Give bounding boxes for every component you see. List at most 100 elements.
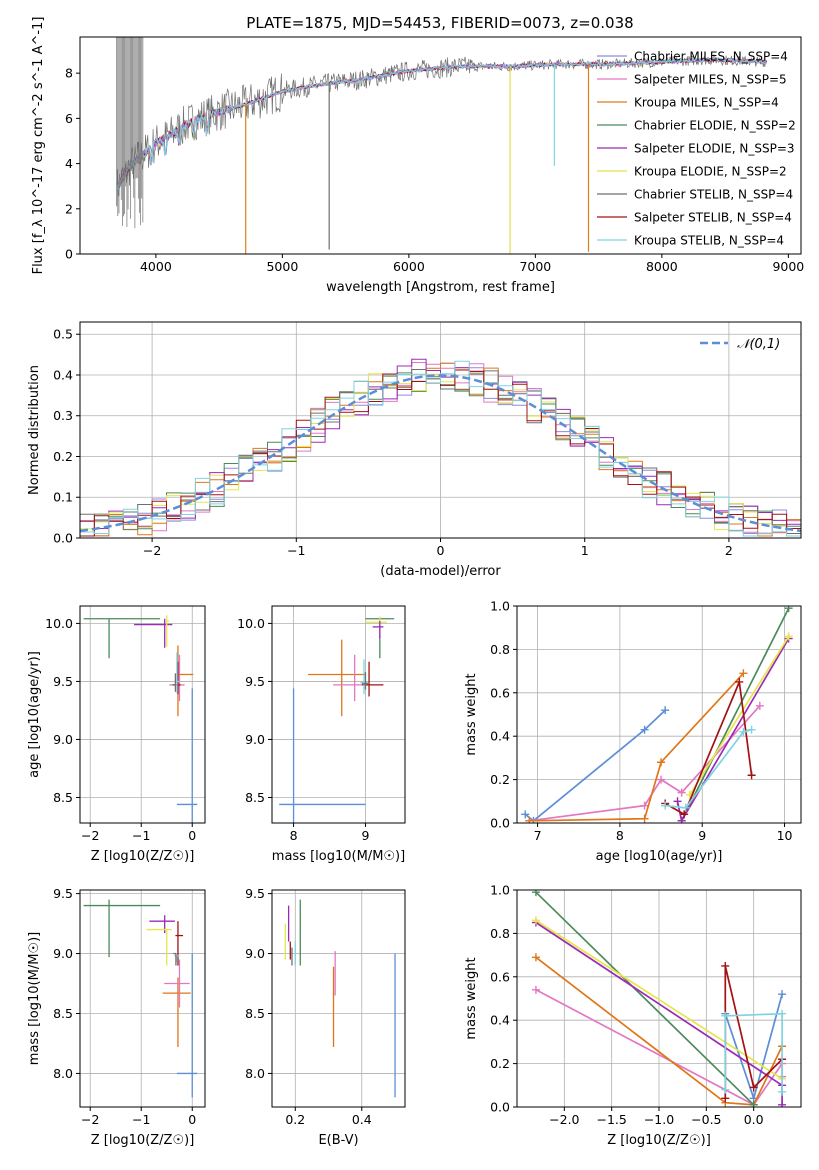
panels: Chabrier MILES, N_SSP=4 Salpeter MILES, N… bbox=[27, 17, 804, 1148]
y-axis-label: mass [log10(M/M☉)] bbox=[27, 932, 42, 1065]
series-marker bbox=[640, 725, 649, 734]
y-tick-label: 9.5 bbox=[245, 674, 265, 689]
y-tick-label: 9.0 bbox=[245, 946, 265, 961]
axes-frame bbox=[79, 889, 206, 1108]
series-marker bbox=[640, 814, 649, 823]
x-tick-label: 4000 bbox=[140, 259, 172, 274]
legend-label: Kroupa STELIB, N_SSP=4 bbox=[634, 234, 784, 248]
x-axis-label: (data-model)/error bbox=[380, 564, 501, 579]
x-tick-label: 10 bbox=[777, 828, 793, 843]
series-marker bbox=[521, 810, 530, 819]
x-tick-label: −2 bbox=[143, 543, 161, 558]
x-axis-label: wavelength [Angstrom, rest frame] bbox=[326, 280, 555, 295]
y-tick-label: 0.0 bbox=[53, 531, 73, 546]
x-tick-label: 1 bbox=[581, 543, 589, 558]
series-marker bbox=[531, 916, 540, 925]
x-tick-label: 8000 bbox=[646, 259, 678, 274]
y-tick-label: 0.4 bbox=[490, 1013, 510, 1028]
x-axis-label: E(B-V) bbox=[318, 1133, 358, 1148]
y-tick-label: 8.5 bbox=[53, 1006, 73, 1021]
x-tick-label: 7 bbox=[534, 828, 542, 843]
x-tick-label: 2 bbox=[725, 543, 733, 558]
axes-frame bbox=[271, 889, 406, 1108]
legend-label: Kroupa MILES, N_SSP=4 bbox=[634, 96, 779, 110]
x-tick-label: 7000 bbox=[519, 259, 551, 274]
series-marker bbox=[531, 953, 540, 962]
series-marker bbox=[661, 706, 670, 715]
x-axis-label: age [log10(age/yr)] bbox=[596, 849, 723, 864]
y-tick-label: 8.5 bbox=[245, 1006, 265, 1021]
x-tick-label: −1 bbox=[132, 1112, 150, 1127]
x-tick-label: 6000 bbox=[393, 259, 425, 274]
series-marker bbox=[784, 606, 793, 613]
legend-label: Chabrier ELODIE, N_SSP=2 bbox=[634, 119, 796, 133]
legend-label: Kroupa ELODIE, N_SSP=2 bbox=[634, 165, 787, 179]
series-marker bbox=[640, 801, 649, 810]
series-marker bbox=[677, 816, 686, 823]
x-tick-label: −1.5 bbox=[596, 1112, 626, 1127]
x-tick-label: −0.5 bbox=[691, 1112, 721, 1127]
y-tick-label: 0.3 bbox=[53, 408, 73, 423]
y-tick-label: 0.2 bbox=[490, 772, 510, 787]
plot-area bbox=[83, 615, 198, 823]
series-marker bbox=[680, 810, 689, 819]
y-tick-label: 9.5 bbox=[53, 674, 73, 689]
y-tick-label: 0.8 bbox=[490, 926, 510, 941]
y-tick-label: 8.5 bbox=[53, 790, 73, 805]
y-tick-label: 0.1 bbox=[53, 490, 73, 505]
panel-mass_vs_Z: −2 −1 0 8.0 8.5 9.0 9.5 Z [log10(Z/Z☉)] mass [lo… bbox=[27, 886, 206, 1148]
x-tick-label: −1.0 bbox=[644, 1112, 674, 1127]
series-marker bbox=[747, 771, 756, 780]
axes-frame bbox=[516, 605, 802, 824]
series-line bbox=[535, 891, 755, 1106]
spectrum-line bbox=[116, 56, 767, 191]
series-marker bbox=[721, 1085, 730, 1094]
plot-area bbox=[116, 37, 768, 254]
x-axis-label: Z [log10(Z/Z☉)] bbox=[91, 849, 195, 864]
series-marker bbox=[531, 890, 540, 897]
series-marker bbox=[673, 797, 682, 806]
series-marker bbox=[749, 1100, 758, 1107]
x-tick-label: −1 bbox=[132, 828, 150, 843]
series-marker bbox=[778, 1087, 787, 1096]
series-marker bbox=[784, 632, 793, 641]
plot-area bbox=[531, 890, 787, 1107]
y-tick-label: 0.0 bbox=[490, 816, 510, 831]
y-tick-label: 2 bbox=[65, 201, 73, 216]
series-marker bbox=[778, 990, 787, 999]
series-marker bbox=[721, 961, 730, 970]
y-axis-label: age [log10(age/yr)] bbox=[27, 651, 42, 778]
y-tick-label: 0.5 bbox=[53, 327, 73, 342]
plot-area bbox=[521, 606, 793, 823]
y-tick-label: 6 bbox=[65, 111, 73, 126]
plot-area bbox=[83, 899, 198, 1098]
series-line bbox=[689, 635, 790, 796]
series-marker bbox=[739, 669, 748, 678]
series-marker bbox=[657, 775, 666, 784]
x-tick-label: 0.4 bbox=[352, 1112, 372, 1127]
y-axis-label: Flux [f_λ 10^-17 erg cm^-2 s^-1 A^-1] bbox=[31, 17, 46, 275]
plot-area bbox=[284, 899, 396, 1098]
y-tick-label: 8 bbox=[65, 66, 73, 81]
series-line bbox=[680, 607, 790, 822]
series-line bbox=[529, 672, 745, 822]
panel-residual_hist: 𝒩(0,1) −2 −1 0 1 2 0.0 0.1 0.2 0.3 0.4 0.5 (data-mod… bbox=[27, 321, 802, 579]
y-tick-label: 1.0 bbox=[490, 599, 510, 614]
series-marker bbox=[747, 725, 756, 734]
legend-label: 𝒩(0,1) bbox=[737, 337, 780, 352]
plot-area bbox=[80, 358, 801, 537]
histogram-step bbox=[80, 360, 801, 537]
legend-label: Salpeter MILES, N_SSP=5 bbox=[634, 73, 787, 87]
series-marker bbox=[677, 788, 686, 797]
panel-age_vs_Z: −2 −1 0 8.5 9.0 9.5 10.0 Z [log10(Z/Z☉)] age [lo… bbox=[27, 605, 206, 864]
x-axis-label: Z [log10(Z/Z☉)] bbox=[91, 1133, 195, 1148]
x-axis-label: mass [log10(M/M☉)] bbox=[272, 849, 405, 864]
histogram-step bbox=[80, 369, 801, 537]
series-marker bbox=[735, 677, 744, 686]
y-axis-label: mass weight bbox=[464, 673, 479, 755]
x-tick-label: 0.0 bbox=[744, 1112, 764, 1127]
y-tick-label: 0.6 bbox=[490, 969, 510, 984]
series-marker bbox=[739, 727, 748, 736]
panel-mass_vs_EBV: 0.2 0.4 8.0 8.5 9.0 9.5 E(B-V) bbox=[245, 886, 406, 1148]
panel-massweight_vs_Z: −2.0 −1.5 −1.0 −0.5 0.0 0.0 0.2 0.4 0.6 0.8 1.0 Z [… bbox=[464, 883, 802, 1148]
